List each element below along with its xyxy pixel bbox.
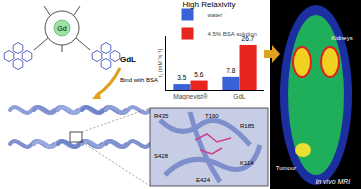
svg-text:Gd: Gd bbox=[57, 25, 66, 32]
svg-text:High Relaxivity: High Relaxivity bbox=[183, 0, 236, 9]
svg-text:Tumour: Tumour bbox=[276, 165, 296, 171]
svg-text:26.7: 26.7 bbox=[241, 34, 255, 42]
svg-text:R185: R185 bbox=[240, 123, 255, 129]
svg-text:R435: R435 bbox=[154, 113, 169, 119]
svg-text:7.8: 7.8 bbox=[226, 67, 235, 74]
svg-text:3.5: 3.5 bbox=[177, 74, 186, 81]
svg-text:water: water bbox=[207, 12, 223, 18]
svg-text:K114: K114 bbox=[240, 160, 254, 166]
svg-text:Magnevist®: Magnevist® bbox=[173, 93, 208, 100]
svg-text:E424: E424 bbox=[196, 177, 211, 183]
svg-text:S428: S428 bbox=[154, 153, 169, 159]
svg-text:r₁ (mM⁻¹s⁻¹): r₁ (mM⁻¹s⁻¹) bbox=[157, 49, 163, 78]
svg-text:4.5% BSA solution: 4.5% BSA solution bbox=[208, 31, 257, 37]
svg-text:T190: T190 bbox=[205, 113, 219, 119]
svg-text:GdL: GdL bbox=[120, 55, 136, 64]
svg-text:in vivo MRI: in vivo MRI bbox=[316, 178, 351, 185]
svg-text:5.6: 5.6 bbox=[194, 71, 203, 78]
svg-text:Kidneys: Kidneys bbox=[331, 35, 352, 41]
svg-text:Bind with BSA: Bind with BSA bbox=[120, 77, 158, 83]
svg-text:GdL: GdL bbox=[233, 93, 246, 100]
